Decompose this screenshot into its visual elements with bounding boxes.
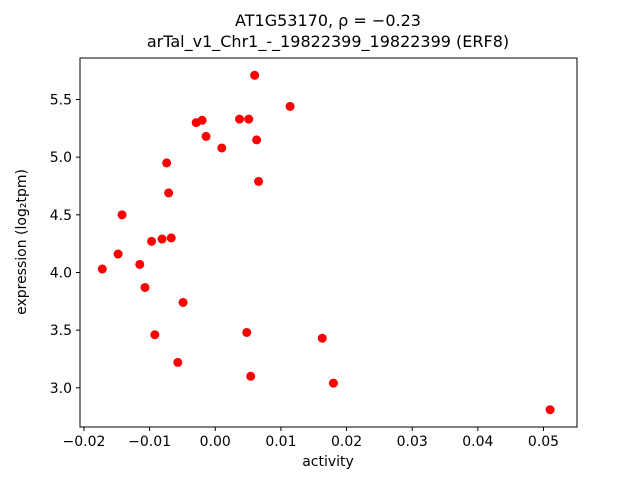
x-axis-ticks: −0.02 −0.01 0.00 0.01 0.02 0.03 0.04 0.05 <box>62 427 559 450</box>
y-tick-label: 4.5 <box>50 208 72 224</box>
chart-title: AT1G53170, ρ = −0.23 <box>235 11 421 30</box>
x-tick-label: 0.04 <box>462 434 493 450</box>
x-axis-label: activity <box>302 454 354 470</box>
x-tick-label: 0.03 <box>397 434 428 450</box>
scatter-point <box>135 259 145 269</box>
x-tick-label: −0.02 <box>62 434 105 450</box>
scatter-point <box>147 236 157 246</box>
scatter-point <box>242 327 252 337</box>
scatter-point <box>178 297 188 307</box>
scatter-point <box>140 282 150 292</box>
scatter-point <box>164 188 174 198</box>
x-tick-label: −0.01 <box>128 434 171 450</box>
scatter-point <box>157 234 167 244</box>
scatter-point <box>113 249 123 259</box>
chart-subtitle: arTal_v1_Chr1_-_19822399_19822399 (ERF8) <box>147 32 509 52</box>
scatter-point <box>117 210 127 220</box>
data-points <box>97 70 555 415</box>
x-tick-label: 0.01 <box>265 434 296 450</box>
x-tick-label: 0.02 <box>331 434 362 450</box>
y-tick-label: 5.0 <box>50 150 72 166</box>
scatter-point <box>254 176 264 186</box>
scatter-point <box>173 357 183 367</box>
y-axis-label: expression (log₂tpm) <box>14 169 30 315</box>
plot-area-border <box>79 57 578 428</box>
scatter-point <box>285 101 295 111</box>
scatter-point <box>197 115 207 125</box>
scatter-point <box>235 114 245 124</box>
scatter-point <box>97 264 107 274</box>
scatter-point <box>162 158 172 168</box>
scatter-point <box>150 330 160 340</box>
y-tick-label: 3.5 <box>50 323 72 339</box>
scatter-point <box>252 135 262 145</box>
scatter-point <box>250 70 260 80</box>
y-axis-ticks: 3.0 3.5 4.0 4.5 5.0 5.5 <box>50 93 80 397</box>
scatter-point <box>246 371 256 381</box>
y-tick-label: 5.5 <box>50 93 72 109</box>
scatter-point <box>217 143 227 153</box>
y-tick-label: 4.0 <box>50 265 72 281</box>
x-tick-label: 0.05 <box>528 434 559 450</box>
y-tick-label: 3.0 <box>50 381 72 397</box>
scatter-point <box>328 378 338 388</box>
scatter-point <box>545 405 555 415</box>
scatter-point <box>244 114 254 124</box>
scatter-point <box>317 333 327 343</box>
x-tick-label: 0.00 <box>200 434 231 450</box>
scatter-point <box>201 131 211 141</box>
scatter-point <box>166 233 176 243</box>
